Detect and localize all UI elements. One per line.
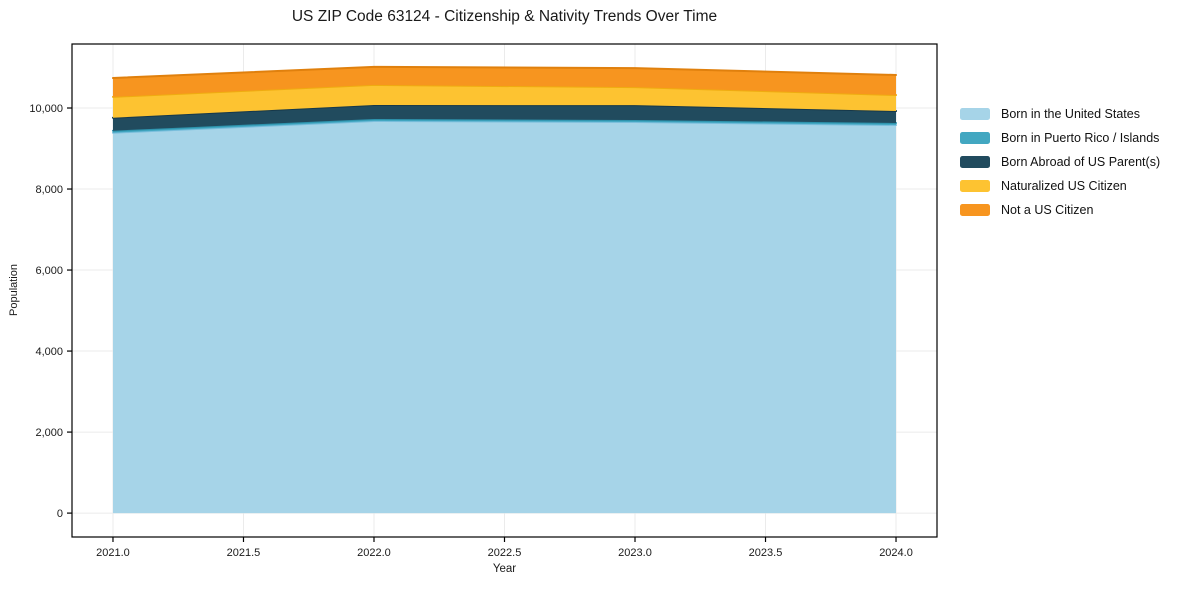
x-tick-label: 2024.0 [879, 547, 913, 559]
area-series-4 [112, 66, 897, 97]
y-tick-label: 6,000 [35, 265, 63, 277]
y-tick-label: 10,000 [29, 103, 63, 115]
area-series-0 [112, 120, 897, 514]
x-axis-label: Year [492, 563, 517, 575]
legend-item: Born in Puerto Rico / Islands [960, 126, 1160, 150]
legend-item: Naturalized US Citizen [960, 174, 1160, 198]
legend-label: Born in Puerto Rico / Islands [1001, 131, 1160, 145]
chart-title: US ZIP Code 63124 - Citizenship & Nativi… [291, 8, 718, 25]
x-tick-label: 2022.0 [357, 547, 391, 559]
y-axis-label: Population [8, 264, 20, 316]
area-series-4-edge [111, 65, 898, 80]
legend-item: Born in the United States [960, 102, 1160, 126]
x-tick-label: 2022.5 [488, 547, 522, 559]
legend-item: Not a US Citizen [960, 198, 1160, 222]
y-tick-label: 2,000 [35, 427, 63, 439]
legend-label: Born Abroad of US Parent(s) [1001, 155, 1161, 169]
legend-swatch [960, 204, 990, 216]
y-tick-label: 8,000 [35, 184, 63, 196]
legend: Born in the United States Born in Puerto … [960, 102, 1160, 222]
x-tick-label: 2023.0 [618, 547, 652, 559]
x-tick-label: 2021.0 [96, 547, 130, 559]
x-tick-label: 2023.5 [749, 547, 783, 559]
legend-label: Naturalized US Citizen [1001, 179, 1127, 193]
y-tick-label: 4,000 [35, 346, 63, 358]
legend-swatch [960, 132, 990, 144]
legend-swatch [960, 108, 990, 120]
legend-swatch [960, 156, 990, 168]
legend-item: Born Abroad of US Parent(s) [960, 150, 1160, 174]
x-tick-label: 2021.5 [227, 547, 261, 559]
area-series-2 [112, 104, 897, 131]
area-series-3 [112, 84, 897, 118]
legend-label: Not a US Citizen [1001, 203, 1094, 217]
legend-label: Born in the United States [1001, 107, 1140, 121]
y-tick-label: 0 [57, 508, 63, 520]
legend-swatch [960, 180, 990, 192]
